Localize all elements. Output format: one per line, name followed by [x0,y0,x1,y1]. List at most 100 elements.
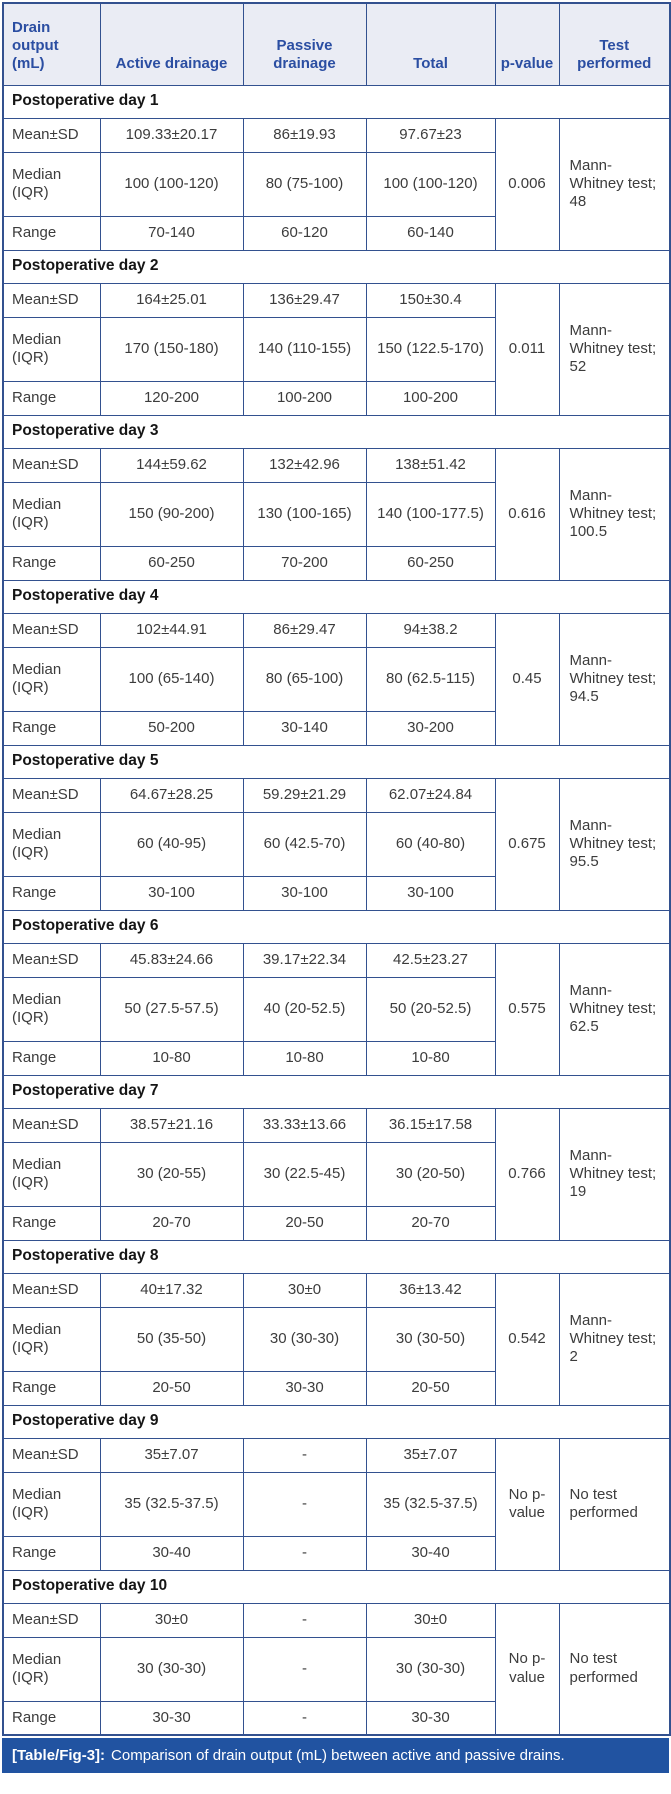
stat-label: Range [2,545,101,581]
value-cell: 59.29±21.29 [242,777,367,813]
value-cell: 20-50 [242,1205,367,1241]
value-cell: 102±44.91 [99,612,244,648]
stat-label: Median (IQR) [2,481,101,547]
table-header: Drain output (mL) Active drainage Passiv… [2,2,671,86]
test-performed-cell: Mann-Whitney test; 95.5 [558,777,671,911]
value-cell: 40±17.32 [99,1272,244,1308]
value-cell: 120-200 [99,380,244,416]
value-cell: 138±51.42 [365,447,496,483]
value-cell: 30 (20-50) [365,1141,496,1207]
stat-label: Median (IQR) [2,1306,101,1372]
p-value-cell: 0.011 [494,282,560,416]
value-cell: 30 (30-30) [242,1306,367,1372]
col-header-total: Total [365,2,496,86]
p-value-cell: No p-value [494,1437,560,1571]
value-cell: 50 (20-52.5) [365,976,496,1042]
mean-row: Mean±SD 30±0-30±0 No p-value No test perfor… [2,1602,671,1736]
stat-label: Mean±SD [2,1272,101,1308]
median-row: Median (IQR) 100 (100-120) 80 (75-100) 100 … [2,151,670,217]
value-cell: 30-40 [99,1535,244,1571]
mean-row: Mean±SD 109.33±20.17 86±19.93 97.67±23 0.006… [2,117,671,251]
value-cell: 35±7.07 [365,1437,496,1473]
value-cell: 35 (32.5-37.5) [365,1471,496,1537]
mean-row: Mean±SD 40±17.32 30±0 36±13.42 0.542 Mann-Whi… [2,1272,671,1406]
stat-label: Range [2,1205,101,1241]
value-cell: 64.67±28.25 [99,777,244,813]
caption-text: Comparison of drain output (mL) between … [111,1747,565,1764]
value-cell: 100 (100-120) [365,151,496,217]
header-row: Drain output (mL) Active drainage Passiv… [2,2,671,86]
stat-label: Range [2,875,101,911]
test-performed-cell: Mann-Whitney test; 62.5 [558,942,671,1076]
stat-label: Range [2,1700,101,1736]
median-row: Median (IQR) 30 (30-30) -30 (30-30) [2,1636,670,1702]
col-header-drain-output: Drain output (mL) [2,2,101,86]
value-cell: 60-250 [365,545,496,581]
value-cell: 40 (20-52.5) [242,976,367,1042]
value-cell: 50-200 [99,710,244,746]
value-cell: 136±29.47 [242,282,367,318]
col-header-p-value: p-value [494,2,560,86]
stat-label: Mean±SD [2,447,101,483]
day-header-row: Postoperative day 2 [2,249,671,284]
day-header-label: Postoperative day 7 [2,1074,671,1109]
value-cell: 60-120 [242,215,367,251]
day-header-row: Postoperative day 5 [2,744,671,779]
value-cell: 10-80 [99,1040,244,1076]
mean-row: Mean±SD 35±7.07-35±7.07 No p-value No test … [2,1437,671,1571]
stat-label: Range [2,215,101,251]
value-cell: 60-250 [99,545,244,581]
median-row: Median (IQR) 30 (20-55) 30 (22.5-45) 30 (20… [2,1141,670,1207]
day-header-label: Postoperative day 8 [2,1239,671,1274]
stat-label: Median (IQR) [2,151,101,217]
value-cell: 35 (32.5-37.5) [99,1471,244,1537]
value-cell: 140 (110-155) [242,316,367,382]
value-cell: 30 (30-50) [365,1306,496,1372]
stat-label: Mean±SD [2,612,101,648]
test-performed-cell: Mann-Whitney test; 2 [558,1272,671,1406]
value-cell: 10-80 [242,1040,367,1076]
value-cell: 144±59.62 [99,447,244,483]
value-cell: 30±0 [242,1272,367,1308]
value-cell: 39.17±22.34 [242,942,367,978]
stat-label: Mean±SD [2,1437,101,1473]
value-cell: 97.67±23 [365,117,496,153]
median-row: Median (IQR) 35 (32.5-37.5) -35 (32.5-37.5… [2,1471,670,1537]
value-cell: 33.33±13.66 [242,1107,367,1143]
value-cell: 50 (35-50) [99,1306,244,1372]
day-header-row: Postoperative day 3 [2,414,671,449]
day-header-label: Postoperative day 4 [2,579,671,614]
col-header-active-drainage: Active drainage [99,2,244,86]
value-cell: 100 (100-120) [99,151,244,217]
median-row: Median (IQR) 50 (27.5-57.5) 40 (20-52.5) 50… [2,976,670,1042]
mean-row: Mean±SD 144±59.62 132±42.96 138±51.42 0.616 M… [2,447,671,581]
value-cell: 20-50 [365,1370,496,1406]
range-row: Range 70-140 60-120 60-140 [2,215,670,251]
value-cell: 20-70 [99,1205,244,1241]
p-value-cell: 0.45 [494,612,560,746]
day-header-label: Postoperative day 10 [2,1569,671,1604]
table-body: Postoperative day 1 Mean±SD 109.33±20.17 86… [2,84,671,1736]
value-cell: 164±25.01 [99,282,244,318]
test-performed-cell: Mann-Whitney test; 94.5 [558,612,671,746]
value-cell: 140 (100-177.5) [365,481,496,547]
value-cell: 38.57±21.16 [99,1107,244,1143]
mean-row: Mean±SD 38.57±21.16 33.33±13.66 36.15±17.58… [2,1107,671,1241]
mean-row: Mean±SD 164±25.01 136±29.47 150±30.4 0.011 Ma… [2,282,671,416]
day-header-label: Postoperative day 2 [2,249,671,284]
value-cell: 80 (65-100) [242,646,367,712]
range-row: Range 20-50 30-30 20-50 [2,1370,670,1406]
value-cell: 30-30 [242,1370,367,1406]
value-cell: 30±0 [99,1602,244,1638]
value-cell: 70-140 [99,215,244,251]
value-cell: 30-100 [99,875,244,911]
p-value-cell: 0.766 [494,1107,560,1241]
value-cell: 30±0 [365,1602,496,1638]
value-cell: 62.07±24.84 [365,777,496,813]
value-cell: 45.83±24.66 [99,942,244,978]
value-cell: 150 (122.5-170) [365,316,496,382]
day-header-row: Postoperative day 6 [2,909,671,944]
value-cell: 60 (40-95) [99,811,244,877]
value-cell: 60 (40-80) [365,811,496,877]
value-cell: 150±30.4 [365,282,496,318]
